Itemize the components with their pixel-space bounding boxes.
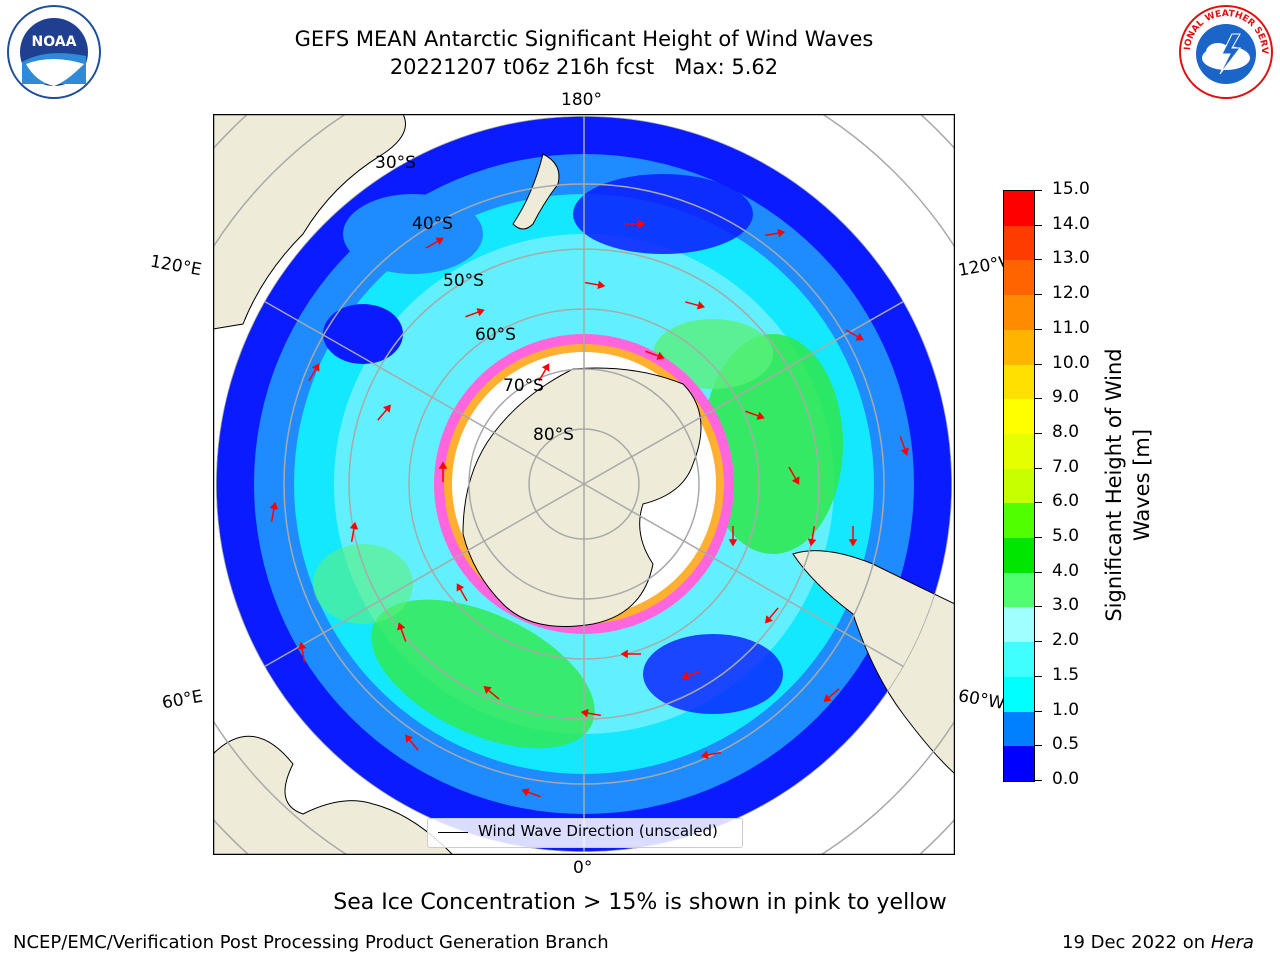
colorbar-tick-label: 15.0 (1052, 179, 1090, 199)
colorbar-segment (1004, 538, 1034, 573)
footer-left: NCEP/EMC/Verification Post Processing Pr… (13, 932, 609, 953)
colorbar-segment (1004, 503, 1034, 539)
lat-label-60s: 60°S (475, 325, 516, 345)
chart-title: GEFS MEAN Antarctic Significant Height o… (294, 27, 874, 51)
colorbar-segment (1004, 225, 1034, 261)
colorbar-segment (1004, 746, 1034, 781)
footer-host: Hera (1210, 932, 1254, 953)
lon-label-60e: 60°E (160, 686, 205, 714)
lon-label-180: 180° (561, 90, 602, 110)
colorbar-tick-label: 7.0 (1052, 456, 1080, 477)
colorbar-tick-mark (1034, 432, 1042, 434)
colorbar-tick-label: 1.5 (1052, 664, 1080, 685)
lat-label-70s: 70°S (503, 376, 544, 396)
colorbar-segment (1004, 260, 1034, 296)
colorbar-tick-mark (1034, 537, 1042, 539)
colorbar-tick-mark (1034, 190, 1042, 191)
colorbar-segment (1004, 572, 1034, 608)
lat-label-50s: 50°S (443, 271, 484, 291)
colorbar-tick-mark (1034, 328, 1042, 330)
colorbar-tick-label: 3.0 (1052, 595, 1080, 616)
colorbar-tick-mark (1034, 641, 1042, 643)
lat-label-80s: 80°S (533, 425, 574, 445)
colorbar-tick-label: 2.0 (1052, 630, 1080, 651)
colorbar-tick-label: 13.0 (1052, 248, 1090, 269)
colorbar-tick-label: 10.0 (1052, 352, 1090, 373)
colorbar-segment (1004, 468, 1034, 504)
colorbar-tick-label: 0.0 (1052, 769, 1080, 789)
lon-label-120e: 120°E (148, 251, 204, 281)
colorbar-tick-mark (1034, 502, 1042, 504)
wind-arrows (269, 219, 909, 798)
colorbar-segment (1004, 676, 1034, 712)
sea-ice-note: Sea Ice Concentration > 15% is shown in … (333, 890, 947, 915)
colorbar-tick-mark (1034, 294, 1042, 296)
footer-date: 19 Dec 2022 on (1062, 932, 1211, 953)
colorbar-tick-mark (1034, 259, 1042, 261)
colorbar-segment (1004, 642, 1034, 677)
colorbar-segment (1004, 433, 1034, 469)
polar-map (213, 114, 955, 855)
map-legend: Wind Wave Direction (unscaled) (427, 818, 743, 848)
lat-label-30s: 30°S (375, 153, 416, 173)
colorbar-tick-mark (1034, 571, 1042, 573)
colorbar-tick-label: 12.0 (1052, 283, 1090, 304)
colorbar-tick-label: 9.0 (1052, 387, 1080, 408)
legend-line-icon (438, 832, 468, 833)
colorbar-tick-mark (1034, 224, 1042, 226)
colorbar-tick-label: 1.0 (1052, 699, 1080, 720)
colorbar-segment (1004, 399, 1034, 434)
colorbar-segment (1004, 191, 1034, 226)
colorbar-tick-mark (1034, 675, 1042, 677)
lat-label-40s: 40°S (412, 214, 453, 234)
colorbar-tick-label: 5.0 (1052, 526, 1080, 547)
noaa-logo: NOAA (6, 4, 102, 100)
lon-label-0: 0° (573, 858, 593, 878)
colorbar-tick-label: 0.5 (1052, 734, 1080, 755)
svg-text:NOAA: NOAA (32, 34, 77, 50)
colorbar-segment (1004, 295, 1034, 330)
colorbar-tick-mark (1034, 398, 1042, 400)
colorbar-tick-label: 6.0 (1052, 491, 1080, 512)
colorbar-segment (1004, 711, 1034, 747)
lon-label-60w: 60°W (956, 686, 1007, 714)
legend-label: Wind Wave Direction (unscaled) (478, 822, 718, 840)
footer-right: 19 Dec 2022 on Hera (1062, 932, 1254, 953)
colorbar-segment (1004, 329, 1034, 365)
colorbar-tick-label: 8.0 (1052, 421, 1080, 442)
colorbar-tick-mark (1034, 467, 1042, 469)
colorbar-tick-label: 4.0 (1052, 560, 1080, 581)
colorbar-tick-mark (1034, 363, 1042, 365)
nws-logo: NATIONAL WEATHER SERVICE (1174, 0, 1274, 100)
chart-subtitle: 20221207 t06z 216h fcst Max: 5.62 (389, 55, 779, 79)
colorbar-tick-label: 11.0 (1052, 317, 1090, 338)
colorbar-tick-mark (1034, 780, 1042, 781)
colorbar-segment (1004, 364, 1034, 400)
colorbar-tick-mark (1034, 710, 1042, 712)
colorbar-tick-mark (1034, 606, 1042, 608)
colorbar-tick-mark (1034, 745, 1042, 747)
colorbar-label-text: Significant Height of Wind Waves [m] (1102, 348, 1154, 622)
colorbar (1003, 190, 1035, 782)
colorbar-tick-label: 14.0 (1052, 213, 1090, 234)
colorbar-segment (1004, 607, 1034, 643)
